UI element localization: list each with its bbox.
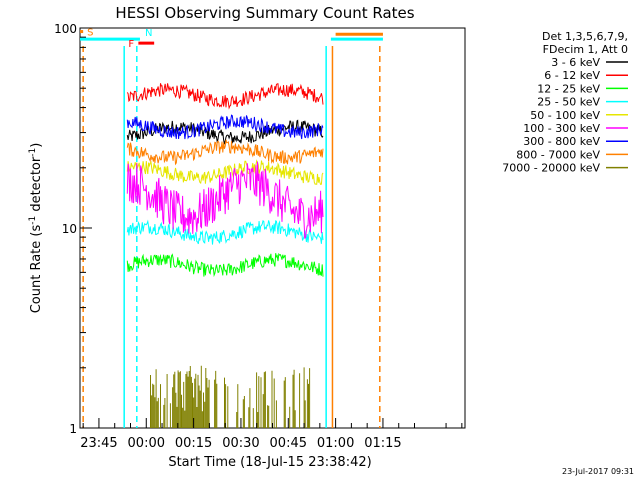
x-axis: 23:45 00:00 00:15 00:30 00:45 01:00 01:15: [80, 418, 463, 451]
flag-label-0: S: [87, 28, 93, 39]
flags-group: S NF: [80, 28, 383, 50]
y-label-mid: detector: [29, 156, 44, 216]
y-label-sup2: -1: [28, 148, 38, 157]
flag-label-1: N: [145, 28, 152, 39]
series-5-line: [126, 161, 324, 239]
footer-date: 23-Jul-2017 09:31: [562, 467, 634, 476]
series-6-line: [126, 114, 324, 140]
vertical-markers: [82, 46, 381, 428]
legend-label-0: 3 - 6 keV: [551, 56, 600, 69]
y-tick-label-1: 10: [62, 222, 77, 236]
flag-label-2: F: [128, 39, 134, 50]
legend-label-1: 6 - 12 keV: [544, 69, 600, 82]
legend-label-5: 100 - 300 keV: [523, 122, 600, 135]
series-2-line: [126, 252, 324, 278]
x-tick-label-4: 00:45: [270, 436, 307, 451]
x-tick-label-2: 00:15: [175, 436, 212, 451]
legend-label-2: 12 - 25 keV: [537, 82, 600, 95]
legend-label-4: 50 - 100 keV: [530, 109, 600, 122]
y-label-main: Count Rate (s: [29, 225, 44, 314]
y-tick-label-0: 100: [54, 22, 77, 36]
y-tick-label-2: 1: [69, 422, 77, 436]
y-axis-label: Count Rate (s-1 detector-1): [28, 143, 44, 314]
legend-label-8: 7000 - 20000 keV: [502, 162, 600, 175]
series-0-line: [126, 119, 324, 145]
legend-label-6: 300 - 800 keV: [523, 135, 600, 148]
legend-label-3: 25 - 50 keV: [537, 96, 600, 109]
legend-header-2: FDecim 1, Att 0: [543, 43, 628, 56]
series-3-line: [126, 219, 324, 245]
chart-title: HESSI Observing Summary Count Rates: [115, 4, 414, 22]
y-axis: 100 10 1: [54, 22, 92, 436]
y-label-sup1: -1: [28, 216, 38, 225]
x-tick-label-0: 23:45: [80, 436, 117, 451]
x-tick-label-6: 01:15: [364, 436, 401, 451]
x-tick-label-5: 01:00: [317, 436, 354, 451]
series-4-line: [126, 159, 324, 186]
series-group: [126, 83, 324, 428]
legend-header-1: Det 1,3,5,6,7,9,: [542, 30, 628, 43]
plot-area: S NF: [79, 27, 466, 429]
legend: Det 1,3,5,6,7,9, FDecim 1, Att 0 3 - 6 k…: [502, 30, 628, 175]
y-label-end: ): [29, 143, 44, 148]
series-7-line: [126, 139, 324, 166]
x-axis-label: Start Time (18-Jul-15 23:38:42): [168, 455, 371, 470]
legend-label-7: 800 - 7000 keV: [516, 148, 600, 161]
series-8-line: [150, 365, 311, 428]
series-1-line: [126, 83, 324, 110]
x-tick-label-1: 00:00: [128, 436, 165, 451]
x-tick-label-3: 00:30: [222, 436, 259, 451]
